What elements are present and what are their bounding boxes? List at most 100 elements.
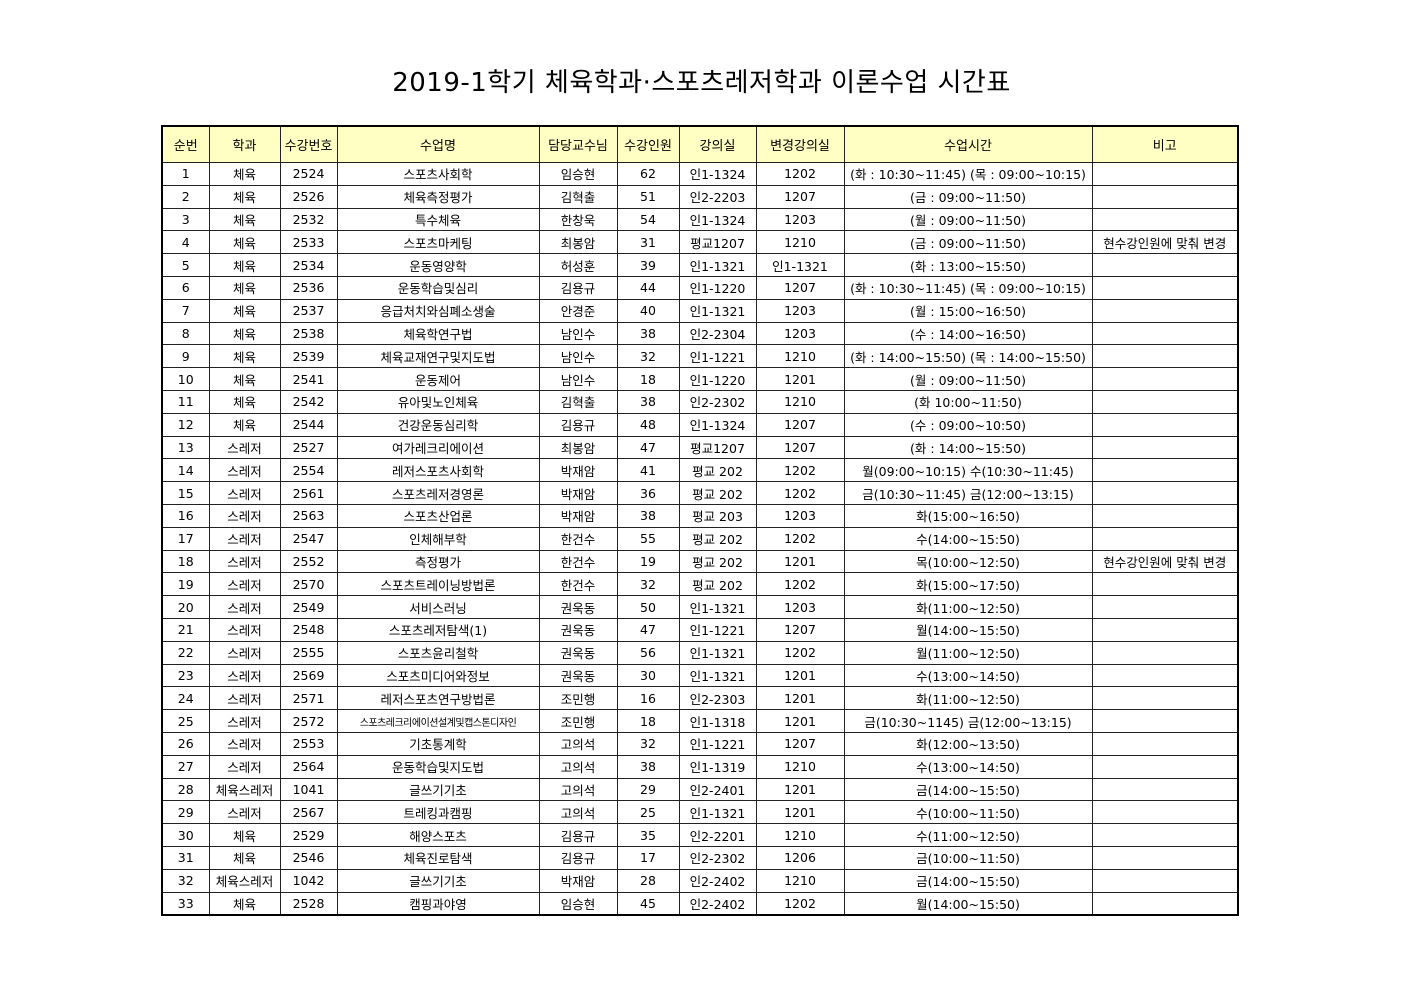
cell-course-no: 2572 [279, 709, 338, 733]
table-row: 5 체육 2534 운동영양학 허성훈 39 인1-1321 인1-1321 (화 : 13:0… [161, 253, 1239, 277]
cell-course-name: 특수체육 [336, 207, 540, 232]
cell-course-name: 스포츠미디어와정보 [336, 663, 540, 688]
cell-class-time: 화(15:00~17:50) [843, 572, 1093, 597]
cell-class-time: 화(11:00~12:50) [843, 686, 1093, 711]
cell-remarks [1091, 640, 1239, 665]
cell-course-no: 2533 [279, 230, 338, 255]
cell-course-name: 측정평가 [336, 549, 540, 574]
cell-professor: 한건수 [538, 549, 618, 574]
cell-class-time: 월(14:00~15:50) [843, 891, 1093, 916]
cell-changed-room: 1201 [755, 367, 845, 391]
cell-professor: 한건수 [538, 572, 618, 597]
table-row: 11 체육 2542 유아및노인체육 김혁출 38 인2-2302 1210 (화 10:00~… [161, 389, 1239, 414]
cell-dept: 체육 [208, 298, 281, 323]
cell-enrollment: 38 [616, 754, 680, 779]
cell-course-no: 2561 [279, 481, 338, 505]
cell-class-time: (월 : 09:00~11:50) [843, 207, 1093, 232]
cell-changed-room: 1202 [755, 458, 845, 483]
cell-professor: 권욱동 [538, 663, 618, 688]
cell-remarks [1091, 526, 1239, 551]
cell-class-time: (수 : 14:00~16:50) [843, 321, 1093, 346]
cell-room: 인2-2203 [678, 184, 757, 209]
cell-room: 평교 202 [678, 549, 757, 574]
cell-class-time: 금(10:30~11:45) 금(12:00~13:15) [843, 481, 1093, 505]
cell-course-name: 체육측정평가 [336, 184, 540, 209]
cell-dept: 스레저 [208, 526, 281, 551]
cell-dept: 스레저 [208, 709, 281, 733]
cell-professor: 박재암 [538, 481, 618, 505]
cell-course-no: 2539 [279, 344, 338, 369]
cell-professor: 남인수 [538, 344, 618, 369]
table-row: 3 체육 2532 특수체육 한창욱 54 인1-1324 1203 (월 : 09:00~11… [161, 207, 1239, 232]
cell-enrollment: 25 [616, 800, 680, 825]
cell-course-name: 스포츠사회학 [336, 162, 540, 186]
cell-seq: 20 [161, 595, 210, 619]
cell-room: 인1-1321 [678, 253, 757, 277]
cell-changed-room: 1203 [755, 298, 845, 323]
cell-class-time: 수(13:00~14:50) [843, 754, 1093, 779]
cell-class-time: (월 : 15:00~16:50) [843, 298, 1093, 323]
cell-course-no: 2569 [279, 663, 338, 688]
cell-course-no: 2537 [279, 298, 338, 323]
cell-class-time: 화(11:00~12:50) [843, 595, 1093, 619]
cell-course-no: 2526 [279, 184, 338, 209]
cell-dept: 체육 [208, 230, 281, 255]
cell-class-time: (금 : 09:00~11:50) [843, 184, 1093, 209]
cell-class-time: (월 : 09:00~11:50) [843, 367, 1093, 391]
cell-remarks [1091, 298, 1239, 323]
cell-professor: 고의석 [538, 754, 618, 779]
cell-remarks: 현수강인원에 맞춰 변경 [1091, 549, 1239, 574]
cell-remarks: 현수강인원에 맞춰 변경 [1091, 230, 1239, 255]
cell-dept: 체육 [208, 845, 281, 870]
cell-remarks [1091, 777, 1239, 802]
cell-remarks [1091, 435, 1239, 460]
cell-course-no: 2542 [279, 389, 338, 414]
cell-remarks [1091, 663, 1239, 688]
cell-seq: 24 [161, 686, 210, 711]
cell-class-time: (화 : 14:00~15:50) [843, 435, 1093, 460]
cell-dept: 체육스레저 [208, 868, 281, 893]
cell-remarks [1091, 823, 1239, 847]
cell-changed-room: 1202 [755, 572, 845, 597]
cell-enrollment: 32 [616, 344, 680, 369]
cell-enrollment: 39 [616, 253, 680, 277]
cell-enrollment: 50 [616, 595, 680, 619]
cell-room: 평교 202 [678, 572, 757, 597]
cell-course-no: 2527 [279, 435, 338, 460]
cell-class-time: (화 : 13:00~15:50) [843, 253, 1093, 277]
cell-dept: 체육 [208, 184, 281, 209]
cell-course-name: 운동학습및지도법 [336, 754, 540, 779]
cell-dept: 체육 [208, 321, 281, 346]
cell-seq: 9 [161, 344, 210, 369]
cell-class-time: 월(11:00~12:50) [843, 640, 1093, 665]
cell-course-no: 2532 [279, 207, 338, 232]
cell-course-name: 레저스포츠사회학 [336, 458, 540, 483]
cell-changed-room: 1207 [755, 617, 845, 642]
cell-professor: 권욱동 [538, 617, 618, 642]
cell-remarks [1091, 253, 1239, 277]
cell-room: 평교 202 [678, 481, 757, 505]
cell-remarks [1091, 344, 1239, 369]
cell-course-no: 2538 [279, 321, 338, 346]
table-row: 22 스레저 2555 스포츠윤리철학 권욱동 56 인1-1321 1202 월(11:00~… [161, 640, 1239, 665]
cell-enrollment: 17 [616, 845, 680, 870]
cell-enrollment: 18 [616, 709, 680, 733]
cell-room: 인2-2302 [678, 845, 757, 870]
cell-professor: 박재암 [538, 503, 618, 528]
cell-class-time: (화 : 14:00~15:50) (목 : 14:00~15:50) [843, 344, 1093, 369]
page-title: 2019-1학기 체육학과·스포츠레저학과 이론수업 시간표 [392, 68, 1011, 98]
cell-seq: 25 [161, 709, 210, 733]
cell-class-time: 수(13:00~14:50) [843, 663, 1093, 688]
table-row: 8 체육 2538 체육학연구법 남인수 38 인2-2304 1203 (수 : 14:00~… [161, 321, 1239, 346]
cell-course-no: 2555 [279, 640, 338, 665]
cell-changed-room: 1201 [755, 800, 845, 825]
cell-dept: 스레저 [208, 572, 281, 597]
table-row: 18 스레저 2552 측정평가 한건수 19 평교 202 1201 목(10:00~12:5… [161, 549, 1239, 574]
column-header-changed-room: 변경강의실 [755, 125, 845, 163]
cell-course-no: 2564 [279, 754, 338, 779]
cell-remarks [1091, 731, 1239, 756]
cell-enrollment: 38 [616, 321, 680, 346]
cell-enrollment: 36 [616, 481, 680, 505]
cell-professor: 한창욱 [538, 207, 618, 232]
cell-class-time: 화(12:00~13:50) [843, 731, 1093, 756]
